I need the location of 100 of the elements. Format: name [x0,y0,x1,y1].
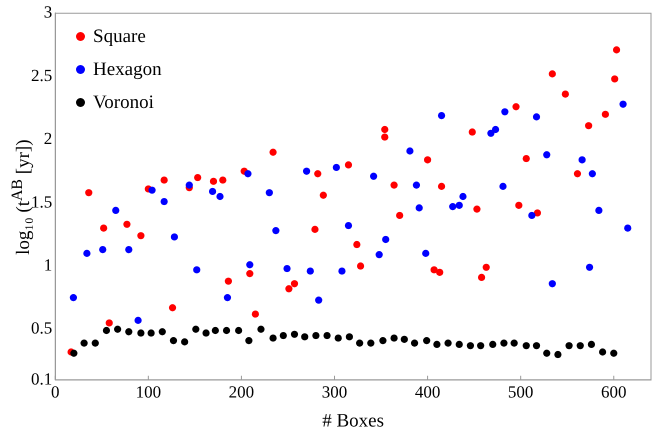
y-tick-label: 1 [44,255,52,274]
point [170,233,178,241]
point [170,337,178,344]
point [244,170,252,178]
point [489,340,496,348]
point [588,340,596,348]
point [356,262,364,270]
point [424,156,432,164]
point [422,250,430,257]
point [576,342,584,350]
point [379,337,387,344]
point [578,156,586,164]
point [586,264,594,271]
point [99,246,106,254]
point [482,264,490,271]
point [396,212,404,220]
point [85,189,92,196]
point [390,182,398,189]
point [444,340,452,347]
point [400,336,408,343]
point [532,342,540,350]
point [70,294,77,302]
point [252,310,259,318]
point [522,154,530,162]
point [610,350,618,357]
point [466,342,474,350]
x-tick-label: 400 [414,382,440,402]
point [406,147,414,155]
point [112,206,120,214]
point [222,326,230,334]
legend-label: Square [93,26,146,48]
point [334,334,342,342]
point [543,350,550,357]
x-axis-title: # Boxes [322,410,384,432]
point [438,182,446,190]
y-tick-label: 3 [44,2,52,22]
point [219,176,226,184]
point [311,226,319,233]
point [106,319,113,327]
point [528,212,536,220]
point [181,338,188,346]
point [515,202,522,209]
point [280,332,287,340]
point [433,340,441,348]
point [148,329,155,337]
point [456,202,463,209]
point [588,170,596,178]
point [548,70,556,78]
point [438,112,446,120]
point [246,261,254,268]
point [487,130,494,137]
point [312,332,320,340]
x-tick-label: 300 [322,382,348,402]
y-tick-label: 1.5 [31,192,52,212]
point [224,278,232,285]
point [158,328,166,336]
point [410,340,418,347]
point [534,209,542,217]
point [83,250,90,257]
point [412,182,420,189]
point [70,350,78,357]
point [194,174,202,182]
point [148,186,156,194]
point [390,334,398,342]
point [92,340,99,347]
point [192,326,200,333]
point [212,326,219,334]
point [548,280,556,288]
point [208,188,216,196]
point [459,192,467,200]
point [344,222,352,230]
point [332,164,340,172]
point [235,326,242,334]
x-tick-label: 600 [601,382,627,402]
y-tick-label: 2.5 [31,66,52,85]
point [367,340,374,347]
point [224,294,232,302]
point [376,251,383,258]
point [382,236,390,244]
point [266,189,273,196]
legend-label: Hexagon [93,58,162,80]
legend-label: Voronoi [93,92,154,114]
point [473,206,481,213]
point [456,340,463,348]
point [512,103,520,110]
point [346,333,353,340]
point [436,268,444,276]
point [272,227,280,234]
point [381,133,388,141]
point [370,172,378,180]
point [595,206,602,214]
point [125,246,132,254]
x-tick-label: 100 [136,382,162,402]
point [102,326,110,334]
point [216,192,224,200]
point [501,108,508,116]
point [114,326,122,333]
point [245,337,252,344]
point [611,75,618,83]
point [532,113,540,120]
